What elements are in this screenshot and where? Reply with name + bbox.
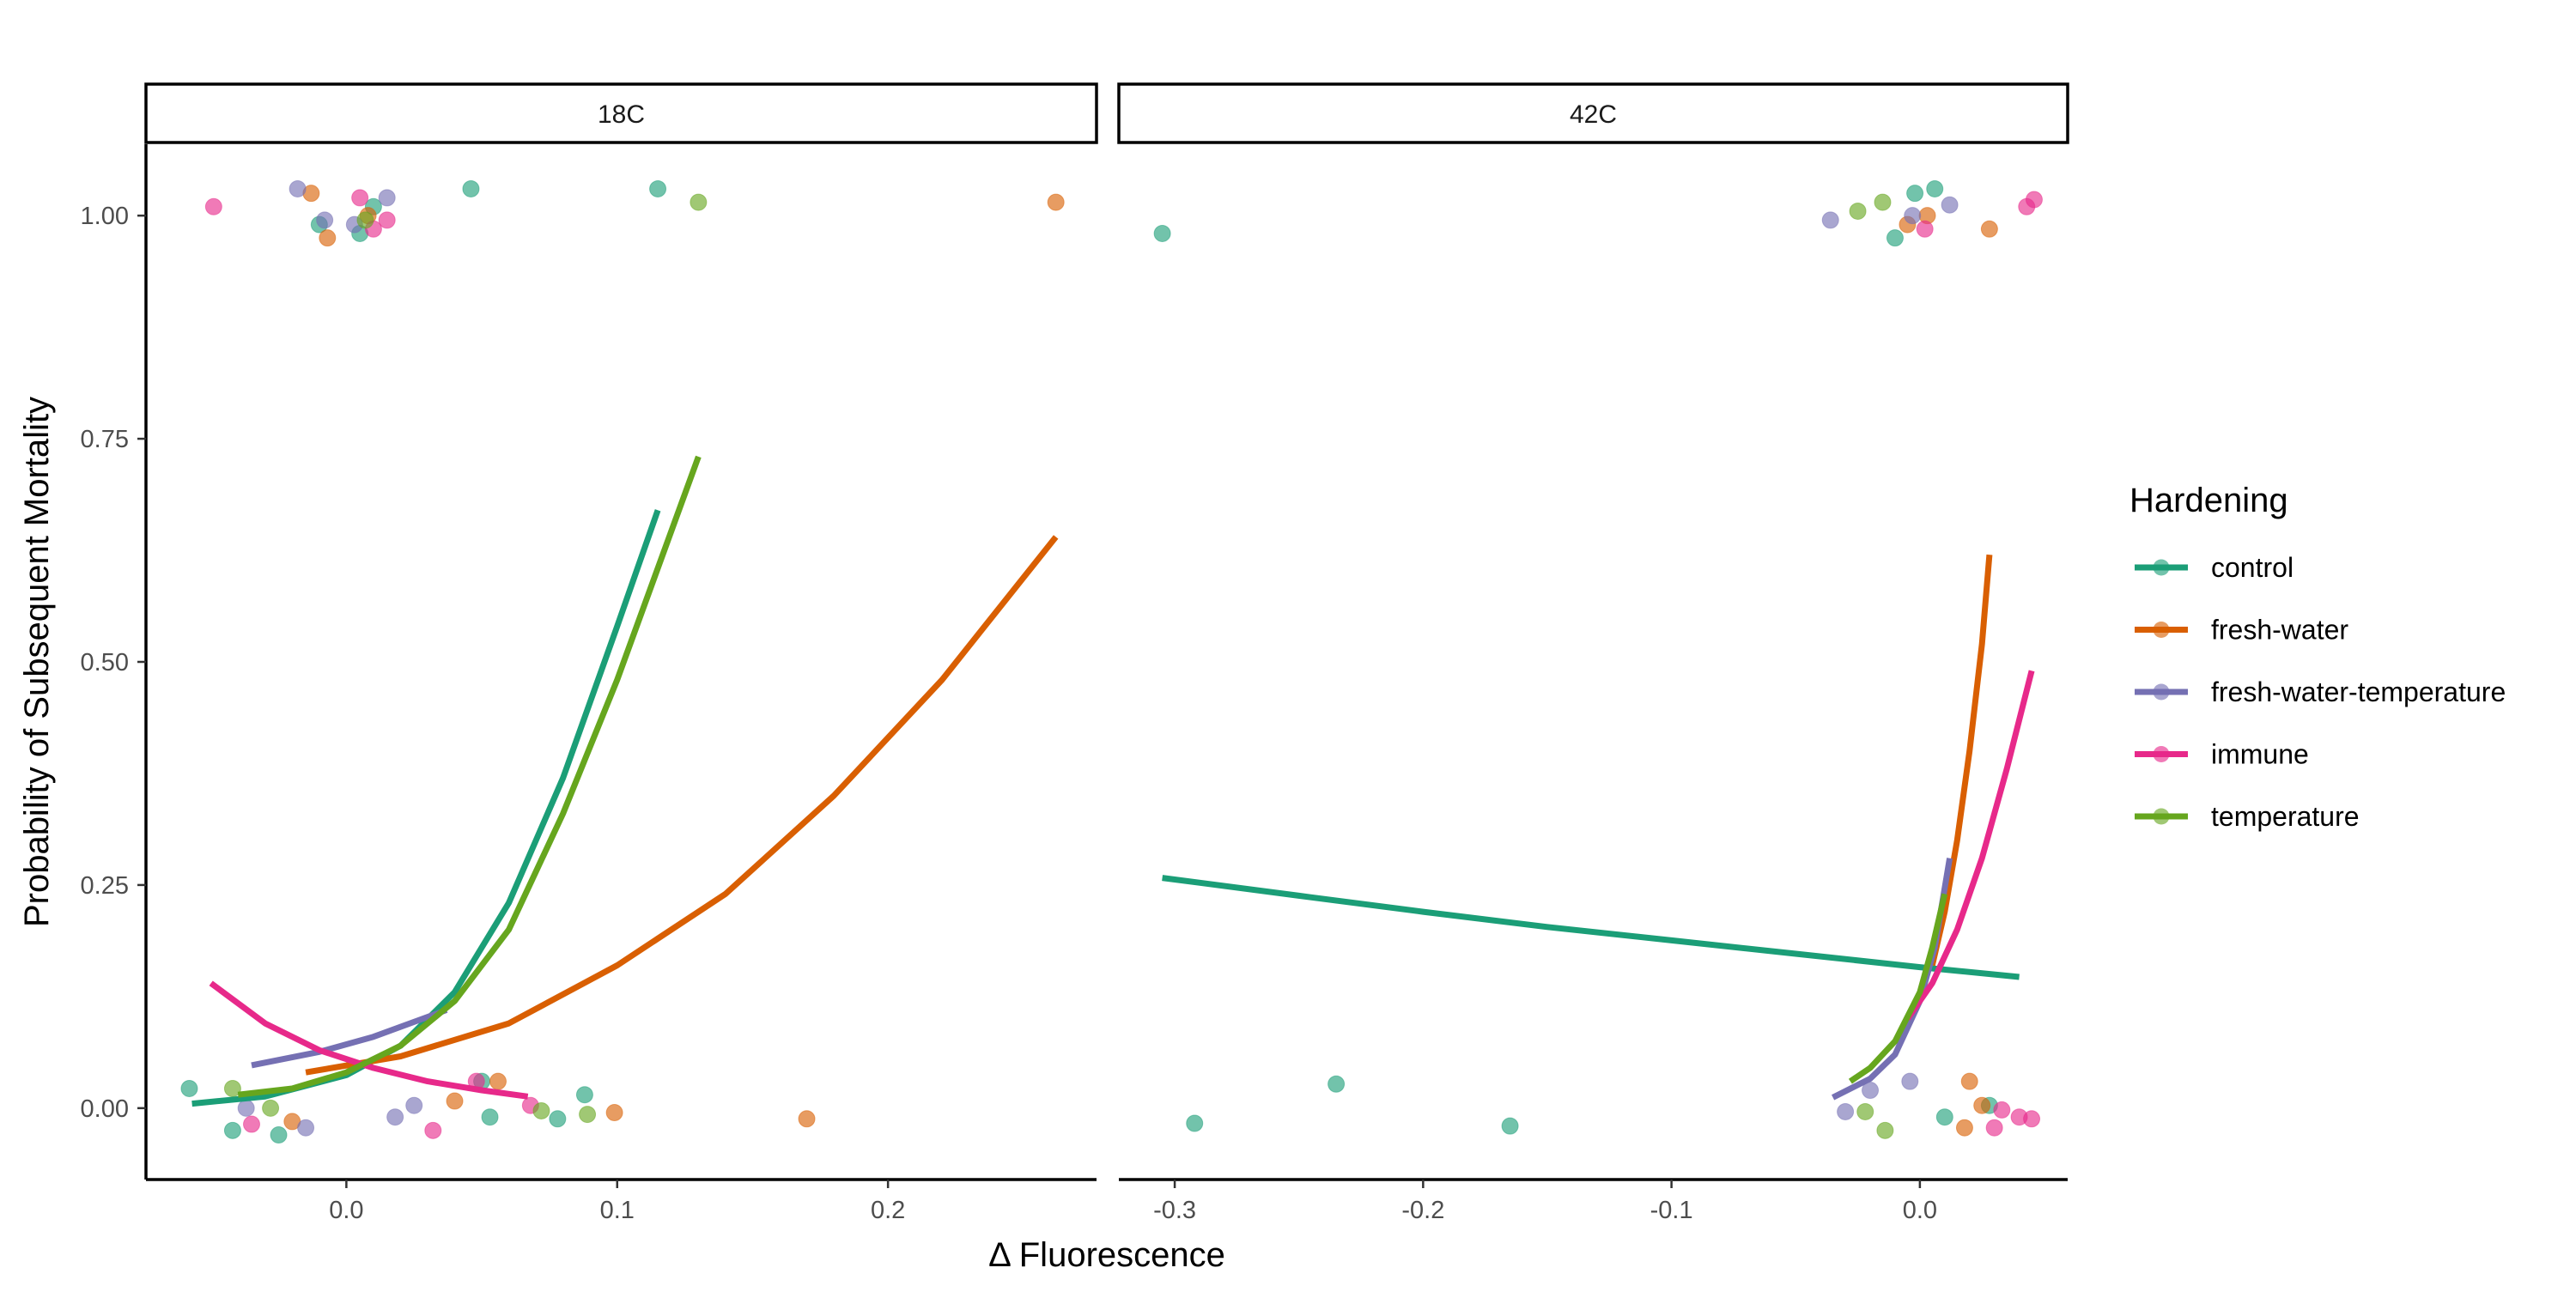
series-line-control xyxy=(1162,875,2020,980)
x-tick-label: 0.0 xyxy=(1903,1197,1937,1224)
y-tick-label: 0.25 xyxy=(81,872,129,900)
data-point-fresh-water-temperature xyxy=(386,1108,404,1126)
legend-label-immune: immune xyxy=(2211,739,2309,770)
data-point-immune xyxy=(204,197,222,215)
x-tick-label: -0.2 xyxy=(1401,1197,1444,1224)
series-line-immune xyxy=(1905,670,2035,1021)
legend-key-point-control xyxy=(2153,559,2170,576)
legend-title: Hardening xyxy=(2129,482,2288,519)
x-tick-label: -0.3 xyxy=(1153,1197,1196,1224)
x-tick-label: 0.2 xyxy=(871,1197,905,1224)
data-point-fresh-water-temperature xyxy=(1901,1072,1919,1090)
data-point-immune xyxy=(1985,1119,2003,1137)
data-point-immune xyxy=(1916,220,1934,238)
data-point-control xyxy=(549,1110,567,1128)
y-tick-label: 0.50 xyxy=(81,649,129,676)
data-point-fresh-water-temperature xyxy=(289,179,307,197)
legend-label-control: control xyxy=(2211,552,2293,583)
y-tick-label: 0.00 xyxy=(81,1095,129,1123)
data-point-temperature xyxy=(262,1099,280,1117)
data-point-control xyxy=(575,1086,593,1104)
data-point-control xyxy=(1926,179,1944,197)
data-point-fresh-water-temperature xyxy=(405,1096,423,1114)
data-point-fresh-water-temperature xyxy=(1941,196,1959,214)
data-point-immune xyxy=(1993,1101,2011,1119)
facet-strip-label: 18C xyxy=(598,100,645,129)
data-point-fresh-water xyxy=(1955,1119,1973,1137)
y-tick-label: 1.00 xyxy=(81,203,129,230)
data-point-temperature xyxy=(356,211,374,229)
legend-key-point-fresh-water xyxy=(2153,622,2170,638)
data-point-fresh-water-temperature xyxy=(1862,1082,1880,1100)
data-point-fresh-water xyxy=(605,1104,623,1122)
data-point-temperature xyxy=(532,1101,550,1119)
series-line-fresh-water xyxy=(1929,554,1993,967)
legend-label-fresh-water-temperature: fresh-water-temperature xyxy=(2211,676,2506,707)
x-tick-label: -0.1 xyxy=(1650,1197,1693,1224)
data-point-fresh-water xyxy=(798,1110,816,1128)
data-point-control xyxy=(1186,1114,1204,1132)
series-line-fresh-water-temperature xyxy=(251,1007,448,1069)
data-point-fresh-water-temperature xyxy=(1904,207,1922,225)
facet-strip-label: 42C xyxy=(1570,100,1617,129)
data-point-fresh-water-temperature xyxy=(1821,211,1839,229)
data-point-control xyxy=(649,179,667,197)
series-line-fresh-water xyxy=(305,535,1059,1076)
data-point-immune xyxy=(424,1121,442,1139)
legend-key-point-immune xyxy=(2153,746,2170,762)
x-tick-label: 0.1 xyxy=(600,1197,635,1224)
facet-strip-18C xyxy=(144,82,1098,144)
y-axis-title: Probability of Subsequent Mortality xyxy=(18,397,56,927)
legend-key-point-temperature xyxy=(2153,808,2170,825)
data-point-control xyxy=(462,179,480,197)
data-point-control xyxy=(180,1079,198,1097)
facet-strip-42C xyxy=(1117,82,2069,144)
data-point-temperature xyxy=(223,1079,241,1097)
data-point-immune xyxy=(2025,191,2043,209)
legend-label-temperature: temperature xyxy=(2211,801,2360,832)
series-line-temperature xyxy=(1848,893,1948,1084)
data-point-control xyxy=(270,1126,288,1144)
data-point-fresh-water xyxy=(1960,1072,1978,1090)
data-point-control xyxy=(1501,1117,1519,1135)
data-point-fresh-water xyxy=(1980,220,1998,238)
data-point-fresh-water-temperature xyxy=(316,211,334,229)
y-tick-label: 0.75 xyxy=(81,426,129,453)
data-point-temperature xyxy=(579,1106,597,1124)
data-point-fresh-water xyxy=(446,1092,464,1110)
data-point-control xyxy=(1886,229,1904,247)
data-point-control xyxy=(1935,1108,1953,1126)
data-point-fresh-water xyxy=(1047,193,1065,211)
data-point-immune xyxy=(243,1115,260,1133)
data-point-fresh-water xyxy=(489,1072,507,1090)
data-point-temperature xyxy=(1876,1121,1894,1139)
legend-label-fresh-water: fresh-water xyxy=(2211,615,2348,646)
legend-key-point-fresh-water-temperature xyxy=(2153,683,2170,701)
data-point-immune xyxy=(2023,1110,2041,1128)
data-point-temperature xyxy=(1874,193,1892,211)
x-tick-label: 0.0 xyxy=(329,1197,363,1224)
data-point-fresh-water-temperature xyxy=(378,189,396,207)
data-point-control xyxy=(1327,1075,1346,1093)
data-point-temperature xyxy=(690,193,708,211)
data-point-control xyxy=(223,1121,241,1139)
data-point-immune xyxy=(378,211,396,229)
data-point-immune xyxy=(351,189,369,207)
data-point-temperature xyxy=(1849,202,1867,220)
x-axis-title: Δ Fluorescence xyxy=(988,1236,1225,1274)
data-point-temperature xyxy=(1856,1102,1874,1120)
series-line-temperature xyxy=(237,455,702,1098)
data-point-fresh-water-temperature xyxy=(297,1119,315,1137)
data-point-control xyxy=(1906,185,1924,203)
data-point-fresh-water-temperature xyxy=(1837,1102,1855,1120)
data-point-control xyxy=(1153,224,1171,242)
data-point-fresh-water xyxy=(319,229,337,247)
data-point-control xyxy=(481,1108,499,1126)
data-point-fresh-water xyxy=(1973,1096,1991,1114)
series-line-immune xyxy=(209,980,529,1100)
data-point-fresh-water-temperature xyxy=(237,1099,255,1117)
series-line-control xyxy=(191,509,661,1107)
